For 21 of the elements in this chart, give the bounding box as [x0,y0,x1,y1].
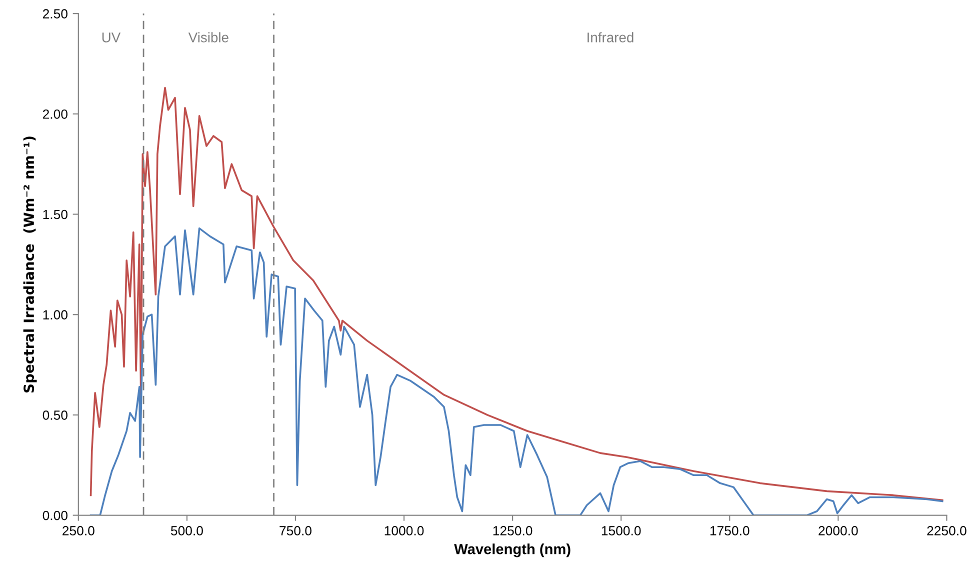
y-tick-label: 2.00 [42,109,68,119]
x-tick-label: 2250.0 [927,526,966,536]
annotation: UV [102,32,121,42]
y-tick-label: 1.00 [43,310,68,320]
y-tick-label: 0.00 [42,510,68,520]
x-tick-label: 1250.0 [493,526,532,536]
y-tick-label: 2.50 [42,9,68,18]
x-tick-label: 1500.0 [602,526,641,536]
annotation: Visible [188,32,228,42]
annotation: Infrared [588,32,634,42]
x-tick-label: 500.0 [170,526,203,536]
line-series [90,86,944,502]
x-axis-title: Wavelength (nm) [454,544,570,558]
x-tick-label: 1000.0 [384,526,424,536]
x-tick-label: 2000.0 [818,526,858,536]
x-tick-label: 250.0 [62,526,94,536]
y-tick-label: 1.50 [43,210,68,220]
y-axis-title: Spectral Irradiance (Wm⁻² nm⁻¹) [23,136,37,392]
y-tick-label: 0.50 [42,410,68,420]
x-tick-label: 750.0 [280,526,312,536]
x-tick-label: 1750.0 [710,526,750,536]
